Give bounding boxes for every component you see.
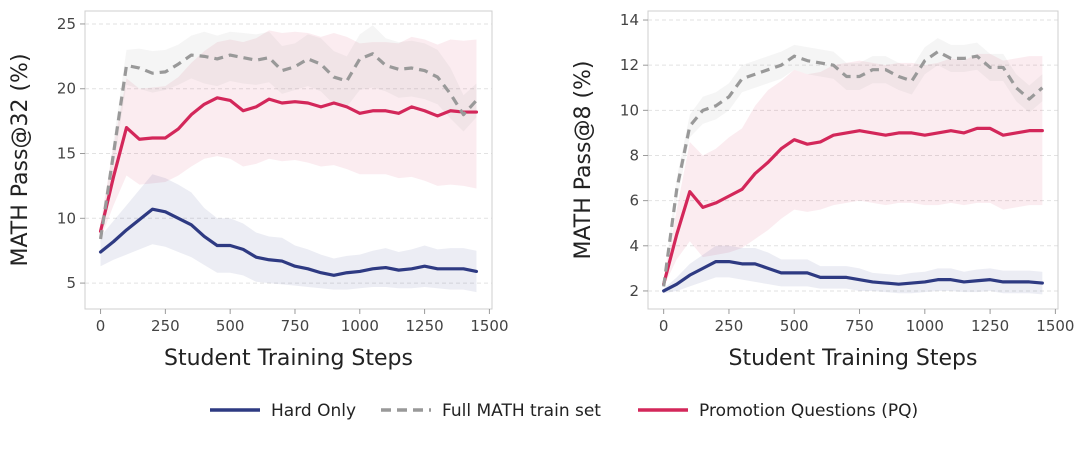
legend-label: Full MATH train set	[442, 401, 601, 421]
confidence-band-promotion	[663, 53, 1043, 287]
series-line-full-math	[98, 52, 478, 240]
y-tick-label: 8	[629, 146, 639, 164]
series-line-full-math	[662, 50, 1044, 287]
x-tick-label: 250	[715, 317, 744, 335]
y-tick-label: 10	[57, 209, 76, 227]
legend: Hard Only Full MATH train set Promotion Qu…	[210, 401, 918, 421]
series-line-promotion	[662, 126, 1044, 286]
y-tick-label: 14	[620, 11, 639, 29]
x-tick-label: 0	[659, 317, 669, 335]
x-tick-label: 1250	[406, 317, 444, 335]
confidence-band-hard-only	[100, 174, 477, 293]
x-tick-label: 1500	[1036, 317, 1074, 335]
plot-frame	[84, 10, 493, 310]
y-tick-label: 15	[57, 145, 76, 163]
chart-pass-at-8: 0 250 500 750 1000 1250 1500 2 4 6 8 10 12 14 Student …	[571, 10, 1074, 371]
x-axis-title: Student Training Steps	[729, 346, 978, 371]
series-line-hard-only	[662, 259, 1044, 293]
x-tick-label: 250	[151, 317, 180, 335]
legend-label: Promotion Questions (PQ)	[699, 401, 918, 421]
y-tick-label: 10	[620, 101, 639, 119]
x-tick-label: 0	[96, 317, 106, 335]
y-tick-label: 20	[57, 80, 76, 98]
x-tick-label: 1250	[971, 317, 1009, 335]
y-tick-label: 6	[629, 192, 639, 210]
x-tick-label: 750	[845, 317, 874, 335]
y-tick-label: 2	[629, 282, 639, 300]
x-tick-label: 1000	[906, 317, 944, 335]
x-tick-label: 1000	[341, 317, 379, 335]
y-axis-title: MATH Pass@8 (%)	[571, 60, 596, 259]
y-tick-label: 12	[620, 56, 639, 74]
series-line-promotion	[98, 96, 479, 233]
x-tick-label: 500	[780, 317, 809, 335]
chart-pass-at-32: 0 250 500 750 1000 1250 1500 5 10 15 20 25 Student T…	[8, 10, 509, 371]
confidence-band-promotion	[100, 30, 477, 240]
y-axis-title: MATH Pass@32 (%)	[8, 53, 33, 266]
y-tick-label: 5	[66, 274, 76, 292]
x-tick-label: 1500	[470, 317, 508, 335]
plot-frame	[647, 10, 1059, 310]
y-tick-label: 25	[57, 15, 76, 33]
x-tick-label: 750	[281, 317, 310, 335]
x-axis-title: Student Training Steps	[164, 346, 413, 371]
series-line-hard-only	[98, 207, 479, 277]
x-tick-label: 500	[216, 317, 245, 335]
confidence-band-hard-only	[663, 245, 1043, 295]
y-tick-label: 4	[629, 237, 639, 255]
confidence-band-full-math	[663, 38, 1043, 289]
confidence-band-full-math	[100, 25, 477, 245]
legend-label: Hard Only	[271, 401, 356, 421]
